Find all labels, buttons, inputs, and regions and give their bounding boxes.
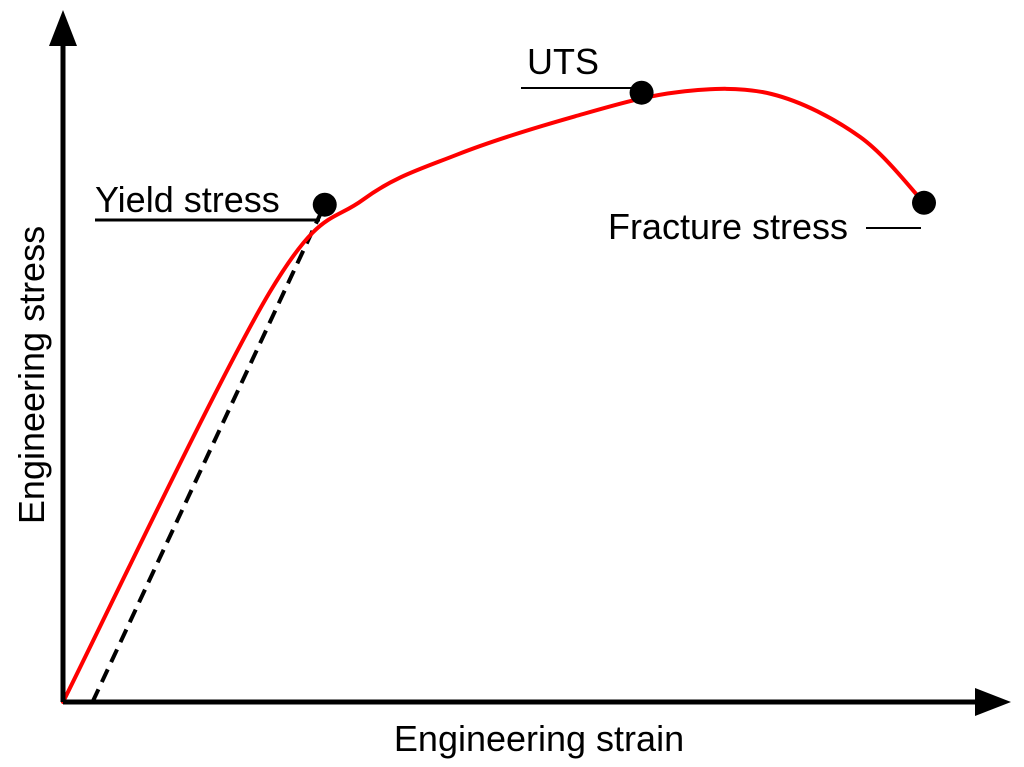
y-axis-arrow-icon: [49, 10, 77, 46]
uts-label: UTS: [527, 41, 599, 82]
stress-strain-curve: [61, 86, 926, 704]
fracture-stress-label: Fracture stress: [608, 206, 848, 247]
offset-line: [90, 203, 327, 703]
y-axis-label: Engineering stress: [11, 226, 52, 524]
x-axis-label: Engineering strain: [394, 718, 684, 759]
x-axis-arrow-icon: [975, 688, 1011, 716]
yield-stress-label: Yield stress: [95, 179, 280, 220]
fracture-stress-point: [912, 190, 936, 215]
yield-stress-point: [312, 192, 337, 217]
uts-point: [629, 80, 654, 105]
